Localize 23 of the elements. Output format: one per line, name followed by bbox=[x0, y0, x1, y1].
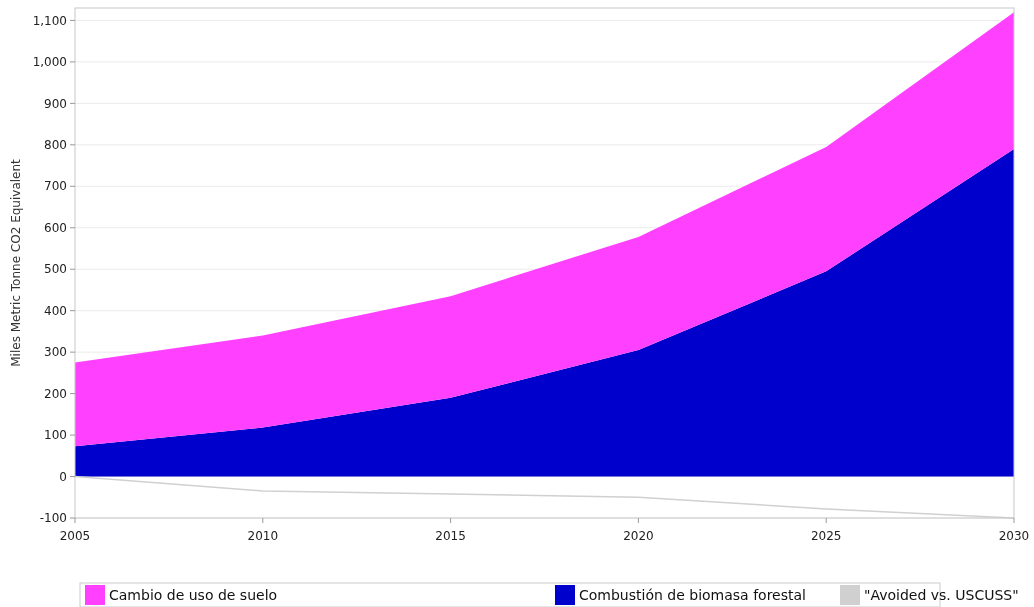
y-tick-label: -100 bbox=[39, 511, 67, 526]
y-tick-label: 700 bbox=[44, 179, 67, 194]
y-axis-title: Miles Metric Tonne CO2 Equivalent bbox=[9, 158, 23, 367]
legend-label: Cambio de uso de suelo bbox=[109, 587, 278, 603]
x-tick-label: 2020 bbox=[623, 529, 654, 543]
y-tick-label: 600 bbox=[44, 220, 67, 235]
y-tick-label: 300 bbox=[44, 345, 67, 360]
y-tick-label: 200 bbox=[44, 386, 67, 401]
x-tick-label: 2025 bbox=[810, 529, 842, 543]
x-tick-label: 2015 bbox=[435, 529, 466, 543]
y-tick-label: 400 bbox=[44, 303, 67, 318]
legend-label: Combustión de biomasa forestal bbox=[579, 587, 806, 603]
y-tick-label: 0 bbox=[59, 469, 67, 484]
y-tick-label: 900 bbox=[44, 96, 67, 111]
x-tick-label: 2030 bbox=[998, 529, 1030, 543]
y-tick-label: 500 bbox=[44, 262, 67, 277]
x-tick-label: 2005 bbox=[59, 529, 91, 543]
x-tick-label: 2010 bbox=[247, 529, 279, 543]
y-tick-label: 100 bbox=[44, 428, 67, 443]
y-tick-label: 800 bbox=[44, 138, 67, 153]
y-tick-label: 1,000 bbox=[32, 55, 67, 70]
legend-label: "Avoided vs. USCUSS" bbox=[864, 587, 1019, 603]
y-tick-label: 1,100 bbox=[32, 13, 67, 28]
